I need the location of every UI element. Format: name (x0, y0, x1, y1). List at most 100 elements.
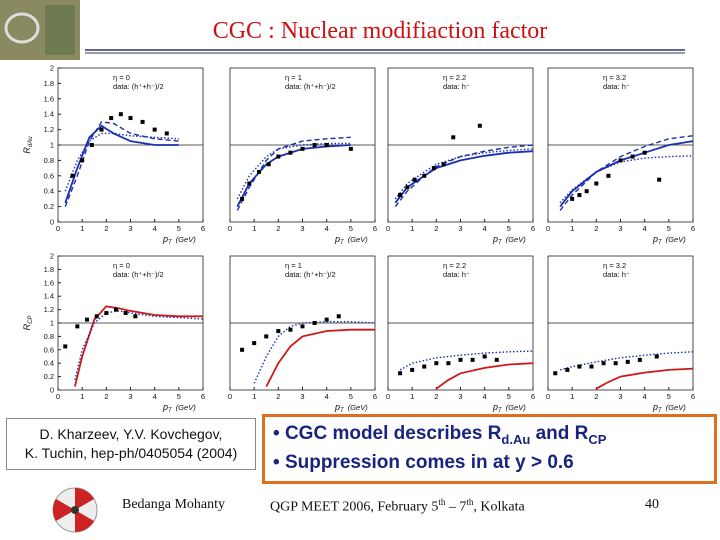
x-tick-label: 3 (128, 224, 132, 233)
data-point (104, 310, 109, 315)
subscript: CP (588, 431, 607, 447)
data-point (336, 314, 341, 319)
data-point (482, 354, 487, 359)
y-tick-label: 1.6 (44, 278, 54, 287)
x-label-symbol: p (334, 234, 340, 244)
data-point (75, 324, 80, 329)
data-point (494, 357, 499, 362)
data-point (458, 357, 463, 362)
data-point (276, 329, 281, 334)
y-tick-label: 0.8 (44, 332, 54, 341)
x-tick-label: 6 (201, 392, 205, 401)
bullet: • CGC model describes Rd.Au and RCP (273, 423, 714, 452)
data-point (637, 357, 642, 362)
x-label-sub: T (168, 240, 173, 246)
x-tick-label: 4 (643, 224, 647, 233)
x-label-symbol: p (162, 234, 168, 244)
x-tick-label: 6 (201, 224, 205, 233)
x-label-sub: T (658, 240, 663, 246)
x-label-sub: T (498, 408, 503, 414)
data-point (80, 158, 85, 163)
y-tick-label: 0 (50, 218, 54, 227)
y-tick-label: 0.2 (44, 372, 54, 381)
y-tick-label: 2 (50, 252, 54, 261)
x-tick-label: 4 (325, 224, 329, 233)
data-point (348, 146, 353, 151)
y-tick-label: 1.2 (44, 305, 54, 314)
curve (435, 362, 534, 390)
curve (236, 136, 351, 211)
x-tick-label: 6 (531, 224, 535, 233)
y-tick-label: 1.2 (44, 125, 54, 134)
x-label-unit: (GeV) (666, 403, 687, 412)
subscript: d.Au (501, 431, 531, 447)
data-point (152, 127, 157, 132)
annotation: η = 3.2 (603, 73, 626, 82)
x-tick-label: 1 (570, 392, 574, 401)
x-tick-label: 1 (80, 224, 84, 233)
x-tick-label: 4 (483, 224, 487, 233)
data-point (654, 354, 659, 359)
y-tick-label: 1.4 (44, 110, 54, 119)
data-point (422, 364, 427, 369)
x-label-unit: (GeV) (176, 403, 197, 412)
data-point (594, 181, 599, 186)
bullet-box: • CGC model describes Rd.Au and RCP • Su… (262, 414, 717, 484)
y-tick-label: 0.6 (44, 345, 54, 354)
data-point (300, 146, 305, 151)
data-point (257, 169, 261, 174)
reference-line: D. Kharzeev, Y.V. Kovchegov, (39, 426, 223, 442)
x-tick-label: 1 (410, 392, 414, 401)
data-point (240, 347, 245, 352)
superscript: th (438, 497, 446, 507)
y-label-sub: CP (28, 316, 34, 324)
y-tick-label: 1.8 (44, 79, 54, 88)
y-tick-label: 1.8 (44, 265, 54, 274)
data-point (601, 361, 606, 366)
x-axis-label: pT (GeV) (652, 234, 686, 246)
annotation: data: h⁻ (443, 270, 470, 279)
x-tick-label: 2 (104, 392, 108, 401)
annotation: η = 0 (113, 73, 130, 82)
data-point (252, 341, 257, 346)
data-point (642, 150, 647, 155)
y-tick-label: 2 (50, 64, 54, 73)
x-label-sub: T (498, 240, 503, 246)
curve (74, 305, 203, 387)
y-tick-label: 1 (50, 319, 54, 328)
x-tick-label: 6 (373, 224, 377, 233)
annotation: η = 3.2 (603, 261, 626, 270)
x-axis-label: pT (GeV) (492, 402, 526, 414)
data-point (140, 119, 145, 124)
x-label-unit: (GeV) (348, 235, 369, 244)
x-tick-label: 4 (153, 224, 157, 233)
data-point (577, 364, 582, 369)
data-point (613, 361, 618, 366)
annotation: data: (h⁺+h⁻)/2 (113, 82, 164, 91)
curve (236, 144, 351, 208)
x-tick-label: 2 (434, 224, 438, 233)
data-point (451, 135, 456, 140)
annotation: η = 2.2 (443, 73, 466, 82)
y-tick-label: 0.2 (44, 202, 54, 211)
data-point (477, 123, 482, 128)
curve (64, 121, 179, 207)
curve (74, 310, 204, 381)
y-tick-label: 0.4 (44, 359, 54, 368)
curve (394, 148, 534, 200)
x-label-sub: T (168, 408, 173, 414)
x-label-unit: (GeV) (348, 403, 369, 412)
x-axis-label: pT (GeV) (162, 402, 196, 414)
x-tick-label: 0 (546, 392, 550, 401)
data-point (247, 181, 252, 186)
x-label-sub: T (340, 408, 345, 414)
data-point (288, 150, 293, 155)
photo-ring (4, 12, 40, 44)
x-tick-label: 0 (228, 392, 232, 401)
data-point (324, 143, 329, 147)
x-tick-label: 0 (56, 224, 60, 233)
y-axis-label: RCP (22, 316, 34, 331)
event-text: , Kolkata (473, 499, 525, 515)
x-tick-label: 0 (386, 392, 390, 401)
